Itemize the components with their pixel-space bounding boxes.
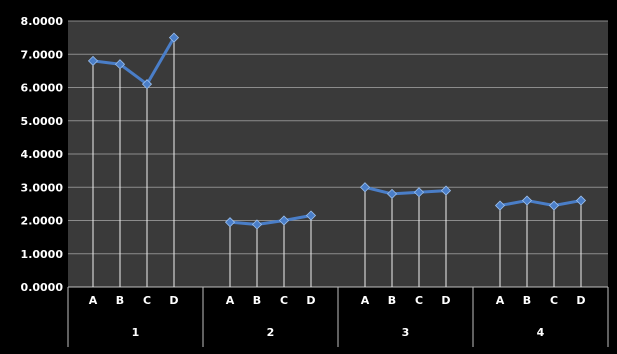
series: [87, 32, 587, 230]
x-category-label: C: [415, 294, 423, 307]
x-category-label: D: [441, 294, 450, 307]
x-category-label: B: [523, 294, 531, 307]
x-category-label: D: [576, 294, 585, 307]
x-category-label: A: [89, 294, 98, 307]
x-category-label: C: [143, 294, 151, 307]
x-group-label: 2: [267, 326, 275, 339]
x-group-label: 3: [402, 326, 410, 339]
data-point: [87, 55, 99, 66]
data-point: [141, 79, 153, 90]
data-point: [359, 182, 371, 193]
y-tick-label: 4.0000: [21, 148, 64, 161]
x-category-label: B: [253, 294, 261, 307]
x-category-label: A: [361, 294, 370, 307]
y-tick-label: 6.0000: [21, 82, 64, 95]
y-axis: 0.0000 1.0000 2.0000 3.0000 4.0000 5.0000 6.00…: [21, 15, 64, 294]
data-point: [548, 200, 560, 211]
x-category-label: B: [388, 294, 396, 307]
y-tick-label: 5.0000: [21, 115, 64, 128]
y-tick-label: 2.0000: [21, 215, 64, 228]
x-group-label: 4: [537, 326, 545, 339]
drop-lines: [92, 37, 582, 287]
x-category-label: C: [280, 294, 288, 307]
x-group-label: 1: [132, 326, 140, 339]
series-line: [229, 214, 312, 226]
x-category-label: C: [550, 294, 558, 307]
y-tick-label: 8.0000: [21, 15, 64, 28]
x-axis: A B C D 1 A B C D 2 A B C D 3 A B C D 4: [67, 286, 609, 347]
series-line: [364, 185, 447, 196]
data-point: [386, 188, 398, 199]
data-point: [251, 219, 263, 230]
y-tick-label: 1.0000: [21, 248, 64, 261]
x-category-label: B: [116, 294, 124, 307]
data-point: [114, 59, 126, 70]
series-line: [92, 36, 176, 86]
x-category-label: D: [169, 294, 178, 307]
x-category-label: D: [306, 294, 315, 307]
data-point: [278, 215, 290, 226]
y-tick-label: 3.0000: [21, 181, 64, 194]
data-point: [305, 210, 317, 221]
data-point: [168, 32, 180, 43]
data-point: [521, 195, 533, 206]
series-line: [499, 199, 582, 208]
data-point: [413, 187, 425, 198]
y-tick-label: 0.0000: [21, 281, 64, 294]
data-point: [440, 185, 452, 196]
x-category-label: A: [226, 294, 235, 307]
data-point: [575, 195, 587, 206]
y-tick-label: 7.0000: [21, 48, 64, 61]
data-point: [494, 200, 506, 211]
x-category-label: A: [496, 294, 505, 307]
data-point: [224, 217, 236, 228]
